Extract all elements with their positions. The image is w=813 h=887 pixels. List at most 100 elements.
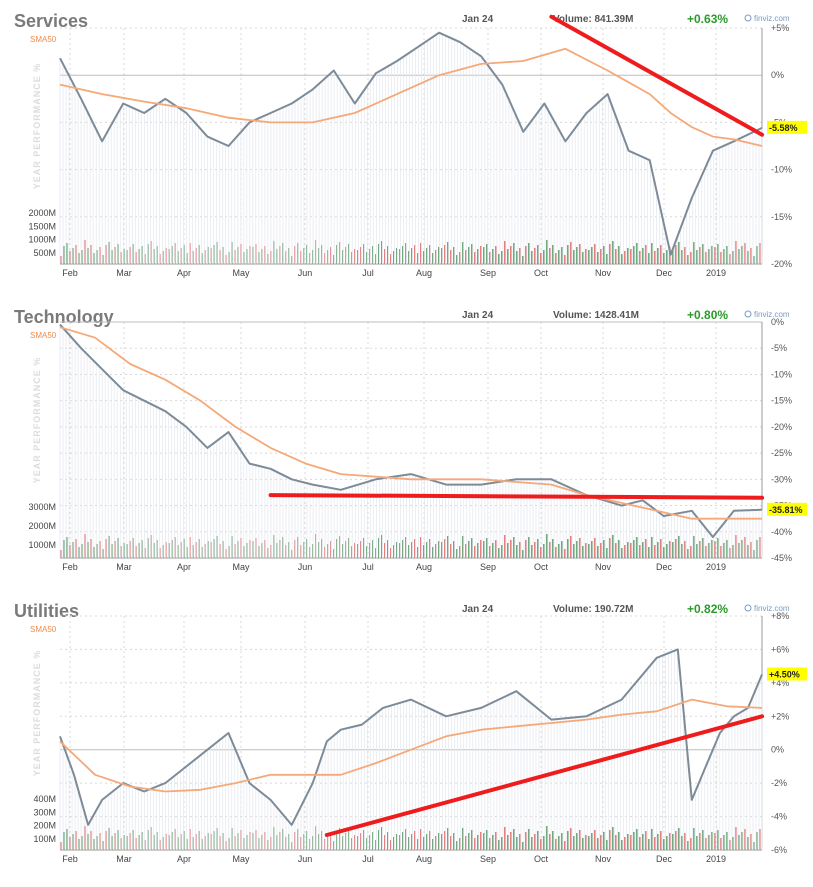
volume-bar — [492, 249, 494, 264]
volume-bar — [660, 245, 662, 264]
volume-bar — [411, 542, 413, 558]
volume-bar — [69, 251, 71, 264]
volume-bar — [585, 543, 587, 558]
volume-bar — [426, 542, 428, 558]
x-tick-label: Apr — [177, 562, 191, 572]
volume-bar — [687, 841, 689, 850]
volume-bar — [411, 248, 413, 264]
volume-bar — [675, 831, 677, 850]
volume-bar — [360, 833, 362, 850]
volume-bar — [99, 833, 101, 850]
y-tick-label: -5% — [771, 343, 787, 353]
volume-bar — [639, 251, 641, 264]
volume-bar — [156, 540, 158, 558]
volume-bars — [60, 534, 761, 558]
volume-bar — [759, 537, 761, 558]
volume-bar — [615, 835, 617, 850]
x-tick-label: Apr — [177, 268, 191, 278]
volume-bar — [714, 833, 716, 850]
volume-bar — [396, 834, 398, 850]
volume-bar — [756, 832, 758, 850]
volume-bar — [153, 835, 155, 850]
finviz-icon — [744, 14, 752, 22]
volume-bar — [519, 834, 521, 850]
volume-bar — [588, 544, 590, 558]
volume-bar — [435, 544, 437, 558]
x-tick-label: Nov — [595, 854, 612, 864]
volume-bar — [525, 540, 527, 558]
volume-bar — [630, 543, 632, 558]
volume-bar — [663, 547, 665, 558]
volume-bar — [90, 831, 92, 850]
trend-line — [324, 714, 765, 837]
volume-bar — [336, 245, 338, 264]
volume-bar — [69, 837, 71, 850]
volume-bar — [711, 540, 713, 558]
volume-bar — [363, 830, 365, 850]
volume-bar — [399, 543, 401, 558]
volume-bar — [582, 838, 584, 850]
volume-bar — [108, 828, 110, 850]
volume-bar — [378, 244, 380, 264]
volume-bar — [435, 250, 437, 264]
volume-bar — [144, 548, 146, 558]
volume-bar — [480, 246, 482, 264]
sma-legend: SMA50 — [30, 625, 57, 634]
y-tick-label: -15% — [771, 212, 792, 222]
volume-bar — [678, 536, 680, 558]
volume-bar — [423, 545, 425, 558]
volume-bar — [642, 248, 644, 264]
volume-bar — [711, 246, 713, 264]
volume-bar — [354, 835, 356, 850]
volume-bar — [486, 538, 488, 558]
y-tick-label: 0% — [771, 317, 784, 327]
volume-bar — [678, 828, 680, 850]
volume-bar — [570, 242, 572, 264]
volume-bar — [744, 537, 746, 558]
volume-bar — [351, 546, 353, 558]
x-tick-label: Jul — [362, 854, 374, 864]
x-tick-label: Sep — [480, 268, 496, 278]
volume-bar — [345, 247, 347, 264]
volume-bar — [681, 544, 683, 558]
volume-bar — [507, 835, 509, 850]
volume-bar — [549, 248, 551, 264]
volume-bar — [699, 833, 701, 850]
y-tick-label: -45% — [771, 553, 792, 563]
volume-bar — [705, 546, 707, 558]
volume-bar — [483, 833, 485, 850]
volume-bar — [114, 541, 116, 558]
volume-bar — [543, 836, 545, 850]
y-tick-label: -30% — [771, 474, 792, 484]
volume-bar — [105, 539, 107, 558]
volume-bar — [633, 246, 635, 264]
volume-bar — [510, 540, 512, 558]
change-label: +0.82% — [687, 602, 728, 616]
sma-legend: SMA50 — [30, 35, 57, 44]
volume-bar — [687, 255, 689, 264]
volume-bar — [537, 831, 539, 850]
volume-bar — [666, 250, 668, 264]
volume-bar — [429, 245, 431, 264]
volume-bar — [399, 835, 401, 850]
volume-bar — [567, 831, 569, 850]
volume-bar — [693, 242, 695, 264]
sma-legend: SMA50 — [30, 331, 57, 340]
volume-bar — [636, 537, 638, 558]
volume-bar — [474, 252, 476, 264]
volume-bar — [465, 836, 467, 850]
volume-bar — [543, 250, 545, 264]
volume-bar — [549, 834, 551, 850]
volume-bar — [516, 545, 518, 558]
volume-bar — [417, 547, 419, 558]
volume-bar — [402, 540, 404, 558]
volume-bar — [138, 543, 140, 558]
volume-bar — [114, 247, 116, 264]
change-label: +0.63% — [687, 12, 728, 26]
volume-bar — [84, 534, 86, 558]
volume-bar — [453, 541, 455, 558]
volume-bar — [684, 247, 686, 264]
volume-bar — [633, 540, 635, 558]
volume-bar — [138, 835, 140, 850]
volume-bar — [615, 543, 617, 558]
